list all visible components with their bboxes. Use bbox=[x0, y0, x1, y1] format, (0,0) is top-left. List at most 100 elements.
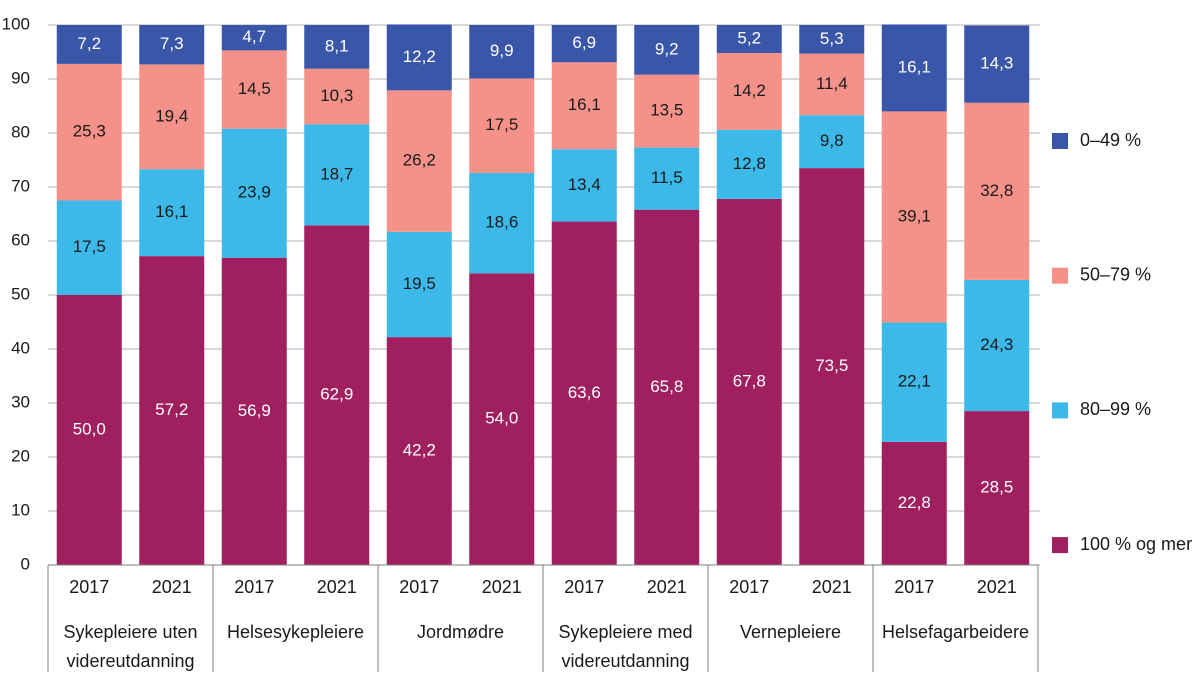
bar-segment bbox=[881, 24, 947, 112]
value-label: 10,3 bbox=[320, 86, 353, 105]
value-label: 17,5 bbox=[485, 115, 518, 134]
legend-swatch bbox=[1052, 537, 1068, 554]
bar-segment bbox=[469, 172, 535, 274]
legend-swatch bbox=[1052, 133, 1068, 149]
value-label: 65,8 bbox=[650, 377, 683, 396]
bar-segment bbox=[56, 295, 122, 565]
value-label: 62,9 bbox=[320, 385, 353, 404]
y-tick-label: 50 bbox=[11, 284, 30, 303]
x-tick-label: 2021 bbox=[482, 577, 522, 597]
y-tick-label: 10 bbox=[11, 500, 30, 519]
value-label: 32,8 bbox=[980, 181, 1013, 200]
value-label: 22,8 bbox=[898, 493, 931, 512]
x-tick-label: 2021 bbox=[812, 577, 852, 597]
bar-segment bbox=[799, 115, 865, 169]
bar-segment bbox=[881, 111, 947, 323]
bar-segment bbox=[304, 25, 370, 69]
x-tick-label: 2021 bbox=[977, 577, 1017, 597]
value-label: 11,4 bbox=[816, 74, 848, 93]
x-tick-label: 2017 bbox=[729, 577, 769, 597]
value-label: 14,5 bbox=[238, 79, 271, 98]
value-label: 7,3 bbox=[160, 34, 184, 53]
value-label: 18,6 bbox=[485, 213, 518, 232]
bar-segment bbox=[56, 200, 122, 295]
bar-segment bbox=[799, 168, 865, 565]
x-tick-label: 2021 bbox=[317, 577, 357, 597]
bar-segment bbox=[469, 25, 535, 79]
value-label: 8,1 bbox=[325, 36, 349, 55]
value-label: 12,2 bbox=[403, 47, 436, 66]
value-label: 14,2 bbox=[733, 81, 766, 100]
bar-segment bbox=[964, 279, 1030, 412]
value-label: 13,4 bbox=[568, 175, 601, 194]
bar-segment bbox=[56, 63, 122, 201]
value-label: 5,3 bbox=[820, 29, 844, 48]
bar-segment bbox=[716, 53, 782, 130]
y-tick-label: 30 bbox=[11, 392, 30, 411]
bar-segment bbox=[634, 74, 700, 148]
x-tick-label: 2017 bbox=[564, 577, 604, 597]
bar-segment bbox=[56, 25, 122, 64]
bar-segment bbox=[551, 149, 617, 222]
x-tick-label: 2021 bbox=[152, 577, 192, 597]
bar-segment bbox=[716, 198, 782, 565]
bar-segment bbox=[304, 68, 370, 125]
value-label: 17,5 bbox=[73, 237, 106, 256]
y-tick-label: 100 bbox=[2, 14, 30, 33]
x-tick-label: 2017 bbox=[69, 577, 109, 597]
group-label: Helsesykepleiere bbox=[226, 622, 365, 642]
bar-segment bbox=[716, 129, 782, 199]
bar-segment bbox=[221, 257, 287, 565]
bar-segment bbox=[799, 25, 865, 54]
value-label: 50,0 bbox=[73, 419, 106, 438]
value-label: 9,9 bbox=[490, 41, 514, 60]
value-label: 5,2 bbox=[737, 29, 761, 48]
bar-segment bbox=[964, 411, 1030, 565]
y-tick-label: 20 bbox=[11, 446, 30, 465]
value-label: 24,3 bbox=[980, 335, 1013, 354]
value-label: 9,2 bbox=[655, 39, 679, 58]
bar-segment bbox=[716, 25, 782, 54]
value-label: 25,3 bbox=[73, 122, 106, 141]
group-label: Vernepleiere bbox=[739, 622, 842, 642]
value-label: 57,2 bbox=[155, 400, 188, 419]
value-label: 16,1 bbox=[155, 202, 188, 221]
value-label: 22,1 bbox=[898, 372, 931, 391]
value-label: 39,1 bbox=[898, 206, 931, 225]
value-label: 42,2 bbox=[403, 441, 436, 460]
bar-segment bbox=[304, 225, 370, 565]
value-label: 11,5 bbox=[651, 168, 683, 187]
y-tick-label: 90 bbox=[11, 68, 30, 87]
bar-segment bbox=[386, 24, 452, 91]
x-tick-label: 2021 bbox=[647, 577, 687, 597]
value-label: 16,1 bbox=[568, 95, 601, 114]
x-tick-label: 2017 bbox=[234, 577, 274, 597]
bar-segment bbox=[221, 128, 287, 258]
value-label: 12,8 bbox=[733, 154, 766, 173]
bar-segment bbox=[634, 25, 700, 75]
value-label: 13,5 bbox=[650, 101, 683, 120]
bar-segment bbox=[139, 64, 205, 170]
bar-segment bbox=[221, 25, 287, 51]
bar-segment bbox=[964, 25, 1030, 103]
value-label: 23,9 bbox=[238, 183, 271, 202]
bar-segment bbox=[304, 124, 370, 226]
legend-label: 0–49 % bbox=[1080, 130, 1141, 150]
bar-segment bbox=[881, 322, 947, 442]
y-tick-label: 40 bbox=[11, 338, 30, 357]
bar-segment bbox=[386, 337, 452, 565]
value-label: 73,5 bbox=[815, 356, 848, 375]
bar-segment bbox=[799, 53, 865, 116]
bar-segment bbox=[139, 169, 205, 257]
value-label: 6,9 bbox=[572, 33, 596, 52]
value-label: 14,3 bbox=[980, 54, 1013, 73]
x-tick-label: 2017 bbox=[894, 577, 934, 597]
value-label: 54,0 bbox=[485, 409, 518, 428]
group-label: Helsefagarbeidere bbox=[881, 622, 1030, 642]
bar-segment bbox=[469, 273, 535, 565]
group-label: Jordmødre bbox=[416, 622, 505, 642]
value-label: 56,9 bbox=[238, 401, 271, 420]
bar-segment bbox=[881, 441, 947, 565]
value-label: 4,7 bbox=[242, 27, 266, 46]
